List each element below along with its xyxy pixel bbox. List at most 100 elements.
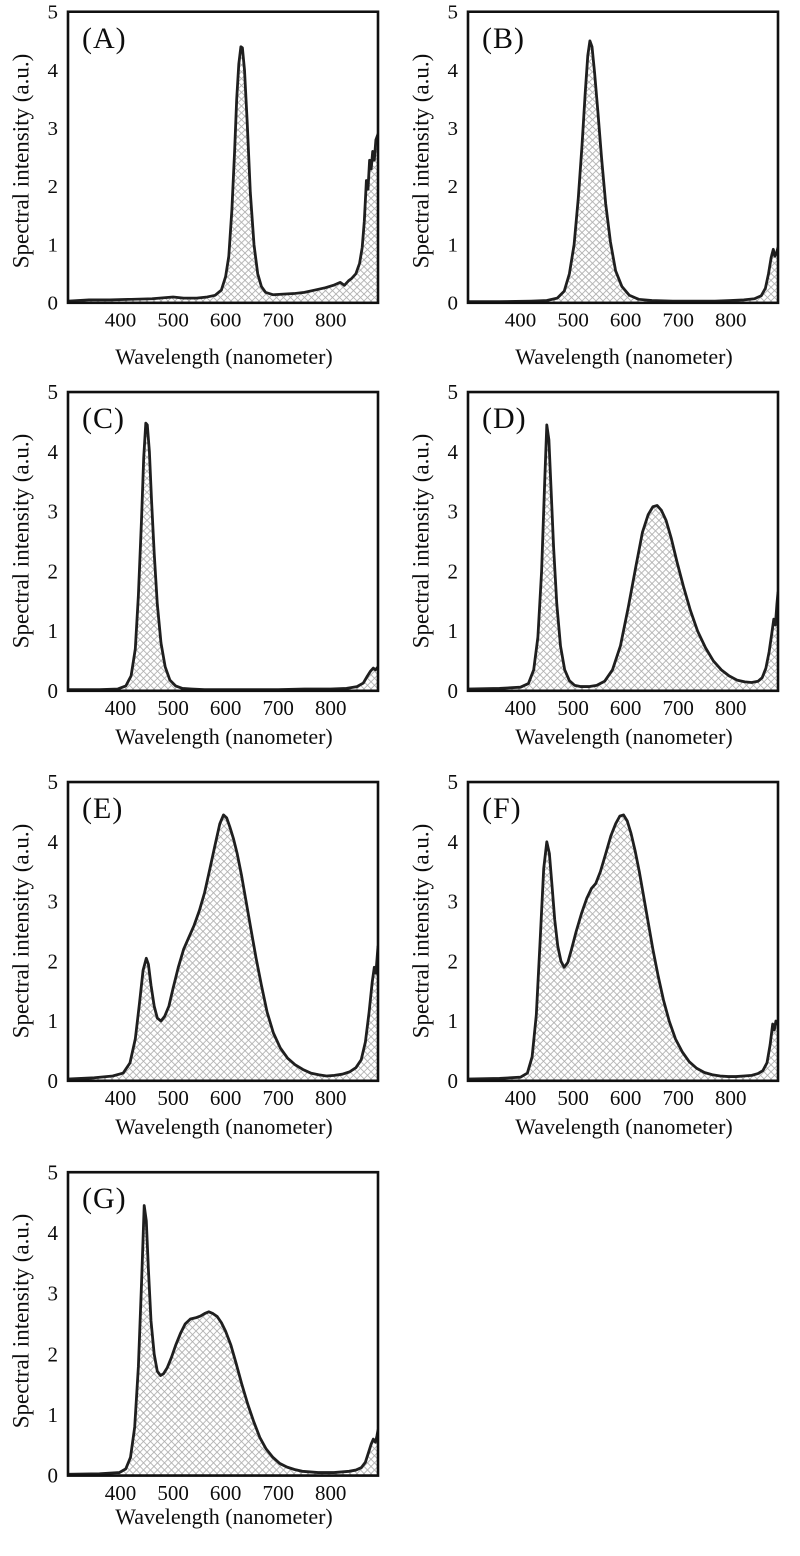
panel-A: 400 500 600 700 800 0 1 2 3 4 5 (A) Spectral inten… [0,0,400,380]
y-tick-label: 0 [447,679,458,703]
x-tick-label: 600 [210,696,241,720]
x-tick-label: 800 [315,1086,346,1110]
y-axis-title: Spectral intensity (a.u.) [408,53,434,269]
spectrum-fill [68,423,378,691]
y-tick-label: 4 [447,830,458,854]
y-tick-label: 5 [447,380,458,404]
panel-label: (C) [82,402,125,435]
y-axis-title: Spectral intensity (a.u.) [8,823,34,1039]
panel-label: (G) [82,1182,127,1215]
y-tick-label: 1 [48,235,58,257]
spectrum-curve [68,813,378,1081]
x-tick-label: 800 [315,309,346,331]
x-axis-title: Wavelength (nanometer) [515,1114,733,1139]
y-tick-label: 4 [48,60,59,82]
y-tick-label: 0 [48,293,58,315]
y-tick-label: 3 [47,890,58,914]
y-axis-title-wrap: Spectral intensity (a.u.) [0,782,42,1080]
spectrum-curve [468,423,778,691]
x-axis-title: Wavelength (nanometer) [115,1114,333,1139]
y-tick-label: 3 [447,890,458,914]
y-tick-label: 5 [447,770,458,794]
plot-frame [66,390,380,693]
spectrum-chart-F: 400 500 600 700 800 0 1 2 3 4 5 [447,770,780,1110]
y-axis-title-wrap: Spectral intensity (a.u.) [0,12,42,310]
y-axis-title: Spectral intensity (a.u.) [8,53,34,269]
x-axis-title: Wavelength (nanometer) [115,724,333,749]
x-tick-label: 400 [105,696,136,720]
x-tick-label: 800 [715,309,746,331]
x-tick-label: 400 [505,1086,536,1110]
y-tick-label: 0 [47,679,58,703]
panel-C: 400 500 600 700 800 0 1 2 3 4 5 (C) Spectral inten… [0,380,400,770]
y-tick-label: 3 [48,1282,58,1306]
y-tick-label: 5 [448,2,458,24]
empty-cell [400,1160,800,1556]
x-tick-label: 600 [210,1481,241,1505]
x-tick-label: 700 [662,1086,693,1110]
x-tick-label: 700 [262,696,293,720]
x-axis-title: Wavelength (nanometer) [515,724,733,749]
y-tick-label: 4 [47,440,58,464]
spectrum-fill [68,814,378,1081]
x-axis-title: Wavelength (nanometer) [115,1504,333,1529]
x-tick-label: 400 [105,1481,136,1505]
x-tick-label: 800 [715,696,746,720]
y-tick-label: 5 [47,770,58,794]
y-tick-label: 1 [447,1009,458,1033]
x-tick-label: 600 [210,309,241,331]
y-tick-label: 1 [47,1009,58,1033]
y-tick-label: 2 [48,176,58,198]
panel-G: 400 500 600 700 800 0 1 2 3 4 5 (G) Spectral inten… [0,1160,400,1556]
x-tick-label: 500 [157,696,188,720]
y-tick-label: 2 [48,1342,58,1366]
panel-D: 400 500 600 700 800 0 1 2 3 4 5 (D) Spectral inten… [400,380,800,770]
x-axis-title: Wavelength (nanometer) [515,344,733,369]
spectrum-curve [468,813,778,1081]
y-tick-label: 2 [447,559,458,583]
panel-label: (A) [82,22,127,55]
y-tick-label: 2 [448,176,458,198]
x-tick-label: 500 [157,1481,188,1505]
x-tick-label: 500 [557,696,588,720]
spectrum-curve [68,1204,378,1476]
spectrum-chart-C: 400 500 600 700 800 0 1 2 3 4 5 [47,380,380,720]
spectrum-chart-A: 400 500 600 700 800 0 1 2 3 4 5 [48,2,380,331]
x-axis-title: Wavelength (nanometer) [115,344,333,369]
spectrum-curve [68,45,378,303]
y-tick-label: 0 [48,1464,58,1488]
y-tick-label: 4 [448,60,459,82]
x-tick-label: 400 [505,696,536,720]
x-tick-label: 600 [610,696,641,720]
panel-label: (F) [482,792,522,825]
x-tick-label: 400 [105,1086,136,1110]
panel-E: 400 500 600 700 800 0 1 2 3 4 5 (E) Spectral inten… [0,770,400,1160]
panel-label: (D) [482,402,527,435]
plot-frame [66,1170,380,1477]
y-tick-label: 0 [47,1069,58,1093]
x-tick-label: 700 [262,1086,293,1110]
y-axis-title-wrap: Spectral intensity (a.u.) [0,1172,42,1470]
y-tick-label: 4 [48,1221,59,1245]
y-axis-title-wrap: Spectral intensity (a.u.) [400,392,442,690]
plot-frame [466,10,780,305]
x-tick-label: 500 [157,1086,188,1110]
panel-F: 400 500 600 700 800 0 1 2 3 4 5 (F) Spectral inten… [400,770,800,1160]
y-axis-title: Spectral intensity (a.u.) [408,433,434,649]
y-axis-title: Spectral intensity (a.u.) [408,823,434,1039]
panel-label: (E) [82,792,124,825]
spectrum-fill [468,424,778,691]
x-tick-label: 800 [315,1481,346,1505]
plot-frame [466,390,780,693]
spectrum-curve [468,39,778,303]
x-tick-label: 400 [505,309,536,331]
x-tick-label: 600 [610,309,641,331]
y-tick-label: 0 [448,293,458,315]
y-tick-label: 4 [47,830,58,854]
y-tick-label: 1 [47,619,58,643]
y-tick-label: 1 [48,1403,58,1427]
plot-frame [66,780,380,1083]
plot-frame [466,780,780,1083]
y-tick-label: 4 [447,440,458,464]
